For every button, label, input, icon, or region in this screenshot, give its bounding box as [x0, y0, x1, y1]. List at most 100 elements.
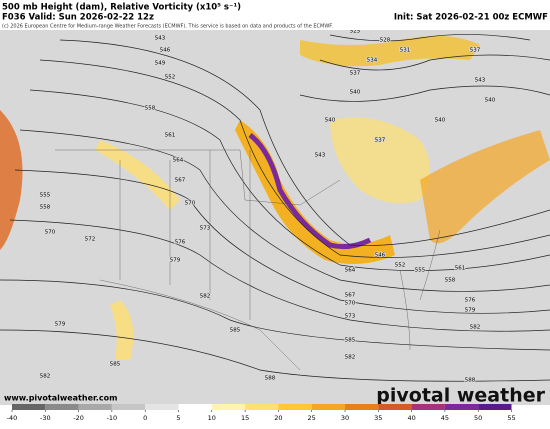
- contour-label: 558: [40, 205, 51, 211]
- contour-label: 552: [395, 263, 406, 269]
- vorticity-area: [420, 130, 550, 244]
- contour-label: 585: [345, 338, 356, 344]
- contour-label: 567: [175, 178, 186, 184]
- colorbar-label: 20: [274, 414, 282, 422]
- colorbar-segment: [278, 404, 312, 410]
- valid-time: F036 Valid: Sun 2026-02-22 12z: [2, 13, 154, 23]
- contour-label: 582: [470, 325, 481, 331]
- contour-label: 540: [325, 118, 336, 124]
- colorbar-segment: [411, 404, 445, 410]
- state-lines: [119, 150, 251, 320]
- contour: [9, 219, 550, 332]
- colorbar-label: -30: [40, 414, 51, 422]
- colorbar-label: 45: [441, 414, 449, 422]
- colorbar-label: 40: [407, 414, 415, 422]
- contour-label: 582: [40, 374, 51, 380]
- contour-label: 585: [110, 362, 121, 368]
- contour-label: 525: [350, 29, 361, 35]
- vorticity-area: [330, 117, 430, 204]
- vorticity-area: [0, 110, 23, 250]
- contour-label: 561: [455, 266, 466, 272]
- contour-label: 543: [475, 78, 486, 84]
- contour-label: 543: [315, 153, 326, 159]
- contour-label: 579: [170, 258, 181, 264]
- contour-label: 570: [345, 301, 356, 307]
- colorbar-label: 10: [208, 414, 216, 422]
- coastline: [399, 229, 441, 351]
- colorbar: -40 -30 -20 -10 0 5 10 15 20 25 30 35 40 45 50 55: [7, 404, 516, 422]
- colorbar-label: 15: [241, 414, 249, 422]
- colorbar-label: 50: [474, 414, 482, 422]
- colorbar-segment: [245, 404, 279, 410]
- contour-label: 570: [185, 201, 196, 207]
- contour-label: 573: [345, 314, 356, 320]
- map: 543 546 549 552 558 561 564 567 570 573 576 579 582 5…: [0, 28, 550, 405]
- colorbar-label: 25: [308, 414, 316, 422]
- contour-label: 588: [465, 378, 476, 384]
- copyright: (c) 2026 European Centre for Medium-rang…: [2, 24, 333, 30]
- title: 500 mb Height (dam), Relative Vorticity …: [2, 3, 241, 13]
- colorbar-segment: [444, 404, 479, 410]
- init-time: Init: Sat 2026-02-21 00z ECMWF: [394, 13, 548, 23]
- contour-label: 540: [485, 98, 496, 104]
- contour-label: 573: [200, 226, 211, 232]
- colorbar-segment: [211, 404, 246, 410]
- contour-label: 582: [200, 294, 211, 300]
- contour-label: 528: [380, 38, 391, 44]
- colorbar-label: 5: [176, 414, 180, 422]
- border: [55, 149, 341, 206]
- logo: pivotal weather: [376, 385, 545, 407]
- colorbar-segment: [78, 404, 112, 410]
- colorbar-label: -40: [7, 414, 18, 422]
- vorticity-max: [248, 133, 372, 250]
- vorticity-area: [300, 36, 480, 67]
- contour: [19, 129, 550, 292]
- contour: [29, 89, 550, 271]
- contour: [0, 329, 550, 382]
- contour-labels: 543 546 549 552 558 561 564 567 570 573 576 579 582 5…: [39, 28, 496, 385]
- boundaries: [55, 149, 441, 371]
- contour-label: 579: [465, 308, 476, 314]
- contour-label: 564: [345, 268, 356, 274]
- contour-label: 579: [55, 322, 66, 328]
- contour-label: 549: [155, 61, 166, 67]
- contour-label: 552: [165, 75, 176, 81]
- contour: [329, 34, 531, 42]
- contour-label: 585: [230, 328, 241, 334]
- contour-label: 567: [345, 293, 356, 299]
- colorbar-segment: [178, 404, 212, 410]
- contour-label: 540: [350, 90, 361, 96]
- colorbar-label: -10: [107, 414, 118, 422]
- header-band: [0, 0, 550, 30]
- vorticity-area: [110, 300, 134, 360]
- colorbar-segment: [45, 404, 79, 410]
- contour-label: 546: [375, 253, 386, 259]
- contour: [0, 279, 550, 351]
- site-url: www.pivotalweather.com: [4, 394, 117, 403]
- contour: [319, 54, 550, 71]
- colorbar-label: -20: [73, 414, 84, 422]
- contour-label: 588: [265, 376, 276, 382]
- colorbar-segment: [311, 404, 345, 410]
- colorbar-segment: [111, 404, 146, 410]
- contour-label: 582: [345, 355, 356, 361]
- colorbar-label: 35: [374, 414, 382, 422]
- contour-label: 534: [367, 58, 378, 64]
- contour-label: 555: [415, 268, 426, 274]
- contour-label: 531: [400, 48, 411, 54]
- colorbar-segment: [378, 404, 412, 410]
- contour-label: 558: [445, 278, 456, 284]
- contour-label: 537: [375, 138, 386, 144]
- colorbar-segment: [12, 404, 46, 410]
- border: [99, 279, 301, 371]
- contour-label: 546: [160, 48, 171, 54]
- contour-label: 555: [40, 193, 51, 199]
- colorbar-segment: [478, 404, 512, 410]
- colorbar-label: 30: [341, 414, 349, 422]
- contour-label: 564: [173, 158, 184, 164]
- colorbar-label: 55: [507, 414, 515, 422]
- contour-label: 558: [145, 106, 156, 112]
- colorbar-segment: [345, 404, 379, 410]
- contour-label: 540: [435, 118, 446, 124]
